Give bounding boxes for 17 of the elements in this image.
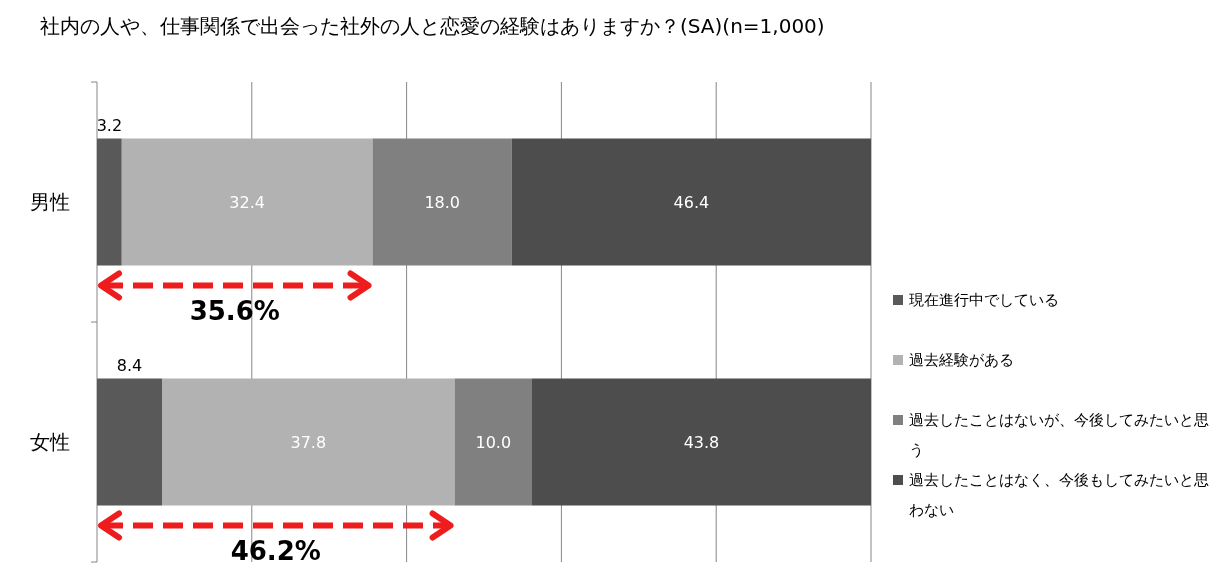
legend-label: 過去したことはなく、今後もしてみたいと思わない: [909, 471, 1209, 519]
legend-label: 過去経験がある: [909, 351, 1014, 369]
data-label: 10.0: [475, 433, 512, 452]
data-label: 32.4: [229, 193, 265, 212]
data-label: 43.8: [683, 433, 720, 452]
data-label: 46.4: [673, 193, 710, 212]
y-tick-label: 女性: [30, 430, 70, 454]
legend-label: 現在進行中でしている: [909, 291, 1059, 309]
y-tick-label: 男性: [30, 190, 70, 214]
data-label: 18.0: [424, 193, 461, 212]
annotation: 46.2%: [230, 535, 321, 566]
annotation: 35.6%: [189, 295, 280, 326]
data-label: 3.2: [96, 115, 123, 135]
data-label: 37.8: [290, 433, 327, 452]
data-label: 8.4: [116, 355, 143, 375]
chart-title: 社内の人や、仕事関係で出会った社外の人と恋愛の経験はありますか？(SA)(n=1,000): [40, 14, 825, 38]
legend-label: 過去したことはないが、今後してみたいと思う: [909, 411, 1209, 459]
